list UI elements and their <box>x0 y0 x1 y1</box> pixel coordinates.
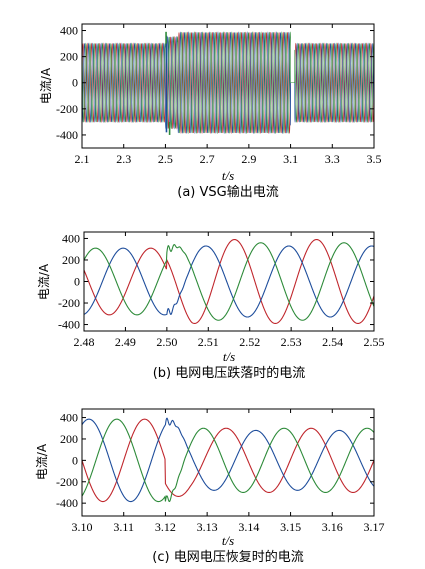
panel-b-xlabel: t/s <box>223 349 235 364</box>
panel-b-frame <box>83 231 375 332</box>
y-tick-label: -200 <box>56 475 78 489</box>
x-tick-label: 3.1 <box>283 152 298 166</box>
panel-b-series-line <box>84 242 374 321</box>
panel-c-xlabel: t/s <box>222 533 234 548</box>
panel-c-series-line <box>82 418 374 503</box>
panel-c-series-line <box>82 417 374 503</box>
x-tick-label: 2.54 <box>322 335 343 349</box>
y-tick-label: 0 <box>72 76 78 90</box>
x-tick-label: 3.14 <box>238 520 259 534</box>
y-tick-label: -200 <box>58 296 80 310</box>
x-tick-label: 3.12 <box>155 520 176 534</box>
x-tick-label: 2.52 <box>239 335 260 349</box>
panel-c-ticks: 3.10 3.11 3.12 3.13 3.14 3.15 3.16 3.17 400 200 0 -… <box>56 409 385 534</box>
panel-a-series-line <box>82 31 374 134</box>
panel-a-series-line <box>82 31 374 135</box>
y-tick-label: 400 <box>60 411 78 425</box>
panel-c-series <box>82 417 374 503</box>
y-tick-label: 400 <box>62 231 80 245</box>
panel-a-xlabel: t/s <box>222 168 234 183</box>
y-tick-label: -400 <box>58 318 80 332</box>
panel-c-frame <box>81 408 375 517</box>
panel-a-caption: (a) VSG输出电流 <box>177 184 278 200</box>
panel-b-series-line <box>84 245 374 318</box>
x-tick-label: 2.9 <box>241 152 256 166</box>
panel-c: 3.10 3.11 3.12 3.13 3.14 3.15 3.16 3.17 400 200 0 -… <box>35 408 385 565</box>
x-tick-label: 2.3 <box>116 152 131 166</box>
x-tick-label: 3.11 <box>113 520 134 534</box>
x-tick-label: 2.5 <box>158 152 173 166</box>
panel-a: 2.1 2.3 2.5 2.7 2.9 3.1 3.3 3.54002000-200-400 … <box>39 23 382 200</box>
panel-c-series-line <box>82 418 374 503</box>
x-tick-label: 3.17 <box>364 520 385 534</box>
y-tick-label: -200 <box>56 102 78 116</box>
y-tick-label: 0 <box>74 275 80 289</box>
x-tick-label: 2.7 <box>200 152 215 166</box>
y-tick-label: -400 <box>56 496 78 510</box>
x-tick-label: 2.51 <box>198 335 219 349</box>
panel-c-caption: (c) 电网电压恢复时的电流 <box>152 549 303 565</box>
panel-a-series <box>82 31 374 135</box>
x-tick-label: 3.5 <box>367 152 382 166</box>
x-tick-label: 2.50 <box>156 335 177 349</box>
panel-b-ylabel: 电流/A <box>37 263 51 300</box>
x-tick-label: 2.55 <box>364 335 385 349</box>
panel-a-series-line <box>82 31 374 135</box>
y-tick-label: 200 <box>62 253 80 267</box>
x-tick-label: 2.1 <box>75 152 90 166</box>
x-tick-label: 3.16 <box>322 520 343 534</box>
x-tick-label: 2.53 <box>281 335 302 349</box>
panel-b-caption: (b) 电网电压跌落时的电流 <box>153 365 306 381</box>
x-tick-label: 3.15 <box>280 520 301 534</box>
panel-c-ylabel: 电流/A <box>35 443 49 480</box>
y-tick-label: 200 <box>60 432 78 446</box>
panel-b-series <box>84 238 374 325</box>
y-tick-label: 200 <box>60 50 78 64</box>
x-tick-label: 3.13 <box>197 520 218 534</box>
panel-b-ticks: 2.48 2.49 2.50 2.51 2.52 2.53 2.54 2.55 400 200 0 -… <box>58 231 385 349</box>
y-tick-label: -400 <box>56 128 78 142</box>
x-tick-label: 3.10 <box>72 520 93 534</box>
x-tick-label: 3.3 <box>325 152 340 166</box>
y-tick-label: 400 <box>60 24 78 38</box>
x-tick-label: 2.49 <box>115 335 136 349</box>
y-tick-label: 0 <box>72 453 78 467</box>
panel-a-ticks: 2.1 2.3 2.5 2.7 2.9 3.1 3.3 3.5 400 200 0 -200 -400 <box>56 24 382 166</box>
panel-a-frame <box>81 23 375 149</box>
x-tick-label: 2.48 <box>74 335 95 349</box>
panel-b-series-line <box>84 238 374 325</box>
panel-a-ylabel: 电流/A <box>39 67 53 104</box>
panel-b: 2.48 2.49 2.50 2.51 2.52 2.53 2.54 2.55 400 200 0 -… <box>37 231 385 381</box>
